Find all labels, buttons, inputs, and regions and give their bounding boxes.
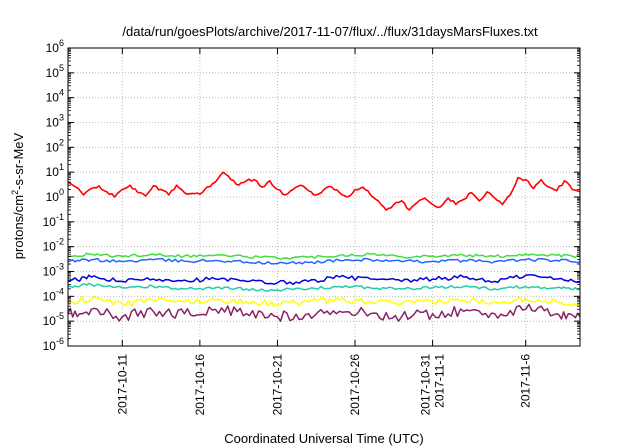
series-line-6 bbox=[67, 296, 581, 307]
series-line-4 bbox=[67, 274, 581, 285]
x-tick-label: 2017-11-6 bbox=[519, 354, 533, 408]
y-tick-exponent: -3 bbox=[56, 262, 64, 272]
y-tick-label: 10-6 bbox=[43, 336, 64, 353]
y-tick-exponent: -4 bbox=[56, 286, 64, 296]
y-tick-base: 10 bbox=[43, 240, 57, 254]
y-tick-base: 10 bbox=[46, 116, 60, 130]
chart-title: /data/run/goesPlots/archive/2017-11-07/f… bbox=[122, 24, 538, 39]
y-tick-label: 100 bbox=[46, 187, 64, 204]
y-tick-label: 10-5 bbox=[43, 311, 64, 328]
y-tick-base: 10 bbox=[46, 91, 60, 105]
y-tick-base: 10 bbox=[43, 339, 57, 353]
y-tick-exponent: 4 bbox=[59, 88, 64, 98]
y-tick-label: 104 bbox=[46, 88, 64, 105]
y-axis-label-exponent: 2 bbox=[10, 190, 20, 195]
y-tick-exponent: -2 bbox=[56, 237, 64, 247]
x-tick-label: 2017-10-31 bbox=[419, 354, 433, 416]
y-tick-exponent: 2 bbox=[59, 137, 64, 147]
y-tick-label: 102 bbox=[46, 137, 64, 154]
y-tick-exponent: -5 bbox=[56, 311, 64, 321]
y-tick-exponent: 1 bbox=[59, 162, 64, 172]
x-axis-label: Coordinated Universal Time (UTC) bbox=[224, 431, 423, 446]
y-tick-exponent: 3 bbox=[59, 113, 64, 123]
y-tick-exponent: -1 bbox=[56, 212, 64, 222]
series-line-2 bbox=[67, 252, 581, 260]
series-group bbox=[67, 171, 581, 322]
y-tick-label: 10-3 bbox=[43, 262, 64, 279]
y-tick-exponent: -6 bbox=[56, 336, 64, 346]
y-tick-label: 10-2 bbox=[43, 237, 64, 254]
y-tick-base: 10 bbox=[46, 165, 60, 179]
y-tick-label: 106 bbox=[46, 38, 64, 55]
y-tick-label: 103 bbox=[46, 113, 64, 130]
y-tick-label: 10-1 bbox=[43, 212, 64, 229]
x-tick-label: 2017-10-21 bbox=[270, 354, 284, 416]
y-tick-base: 10 bbox=[46, 41, 60, 55]
x-tick-label: 2017-11-1 bbox=[433, 354, 447, 408]
y-tick-label: 101 bbox=[46, 162, 64, 179]
y-tick-exponent: 5 bbox=[59, 63, 64, 73]
y-axis-label-prefix: protons/cm bbox=[11, 195, 26, 259]
y-tick-label: 10-4 bbox=[43, 286, 64, 303]
y-tick-base: 10 bbox=[46, 140, 60, 154]
y-tick-label: 105 bbox=[46, 63, 64, 80]
y-tick-base: 10 bbox=[43, 314, 57, 328]
y-tick-exponent: 0 bbox=[59, 187, 64, 197]
series-line-1 bbox=[67, 171, 581, 211]
y-tick-exponent: 6 bbox=[59, 38, 64, 48]
y-tick-base: 10 bbox=[43, 215, 57, 229]
y-ticks: 10-610-510-410-310-210-11001011021031041… bbox=[43, 38, 580, 353]
y-tick-base: 10 bbox=[43, 289, 57, 303]
x-tick-label: 2017-10-26 bbox=[348, 354, 362, 416]
y-axis-label-suffix: -s-sr-MeV bbox=[11, 132, 26, 189]
series-line-7 bbox=[67, 303, 581, 322]
y-tick-base: 10 bbox=[46, 66, 60, 80]
x-ticks: 2017-10-11 2017-10-16 2017-10-21 2017-10-26… bbox=[115, 48, 533, 416]
series-line-5 bbox=[67, 282, 581, 292]
series-line-3 bbox=[67, 257, 581, 265]
x-tick-label: 2017-10-11 bbox=[115, 354, 129, 415]
y-tick-base: 10 bbox=[46, 190, 60, 204]
x-tick-label: 2017-10-16 bbox=[193, 354, 207, 416]
y-axis-label: protons/cm2-s-sr-MeV bbox=[10, 132, 26, 259]
y-tick-base: 10 bbox=[43, 265, 57, 279]
